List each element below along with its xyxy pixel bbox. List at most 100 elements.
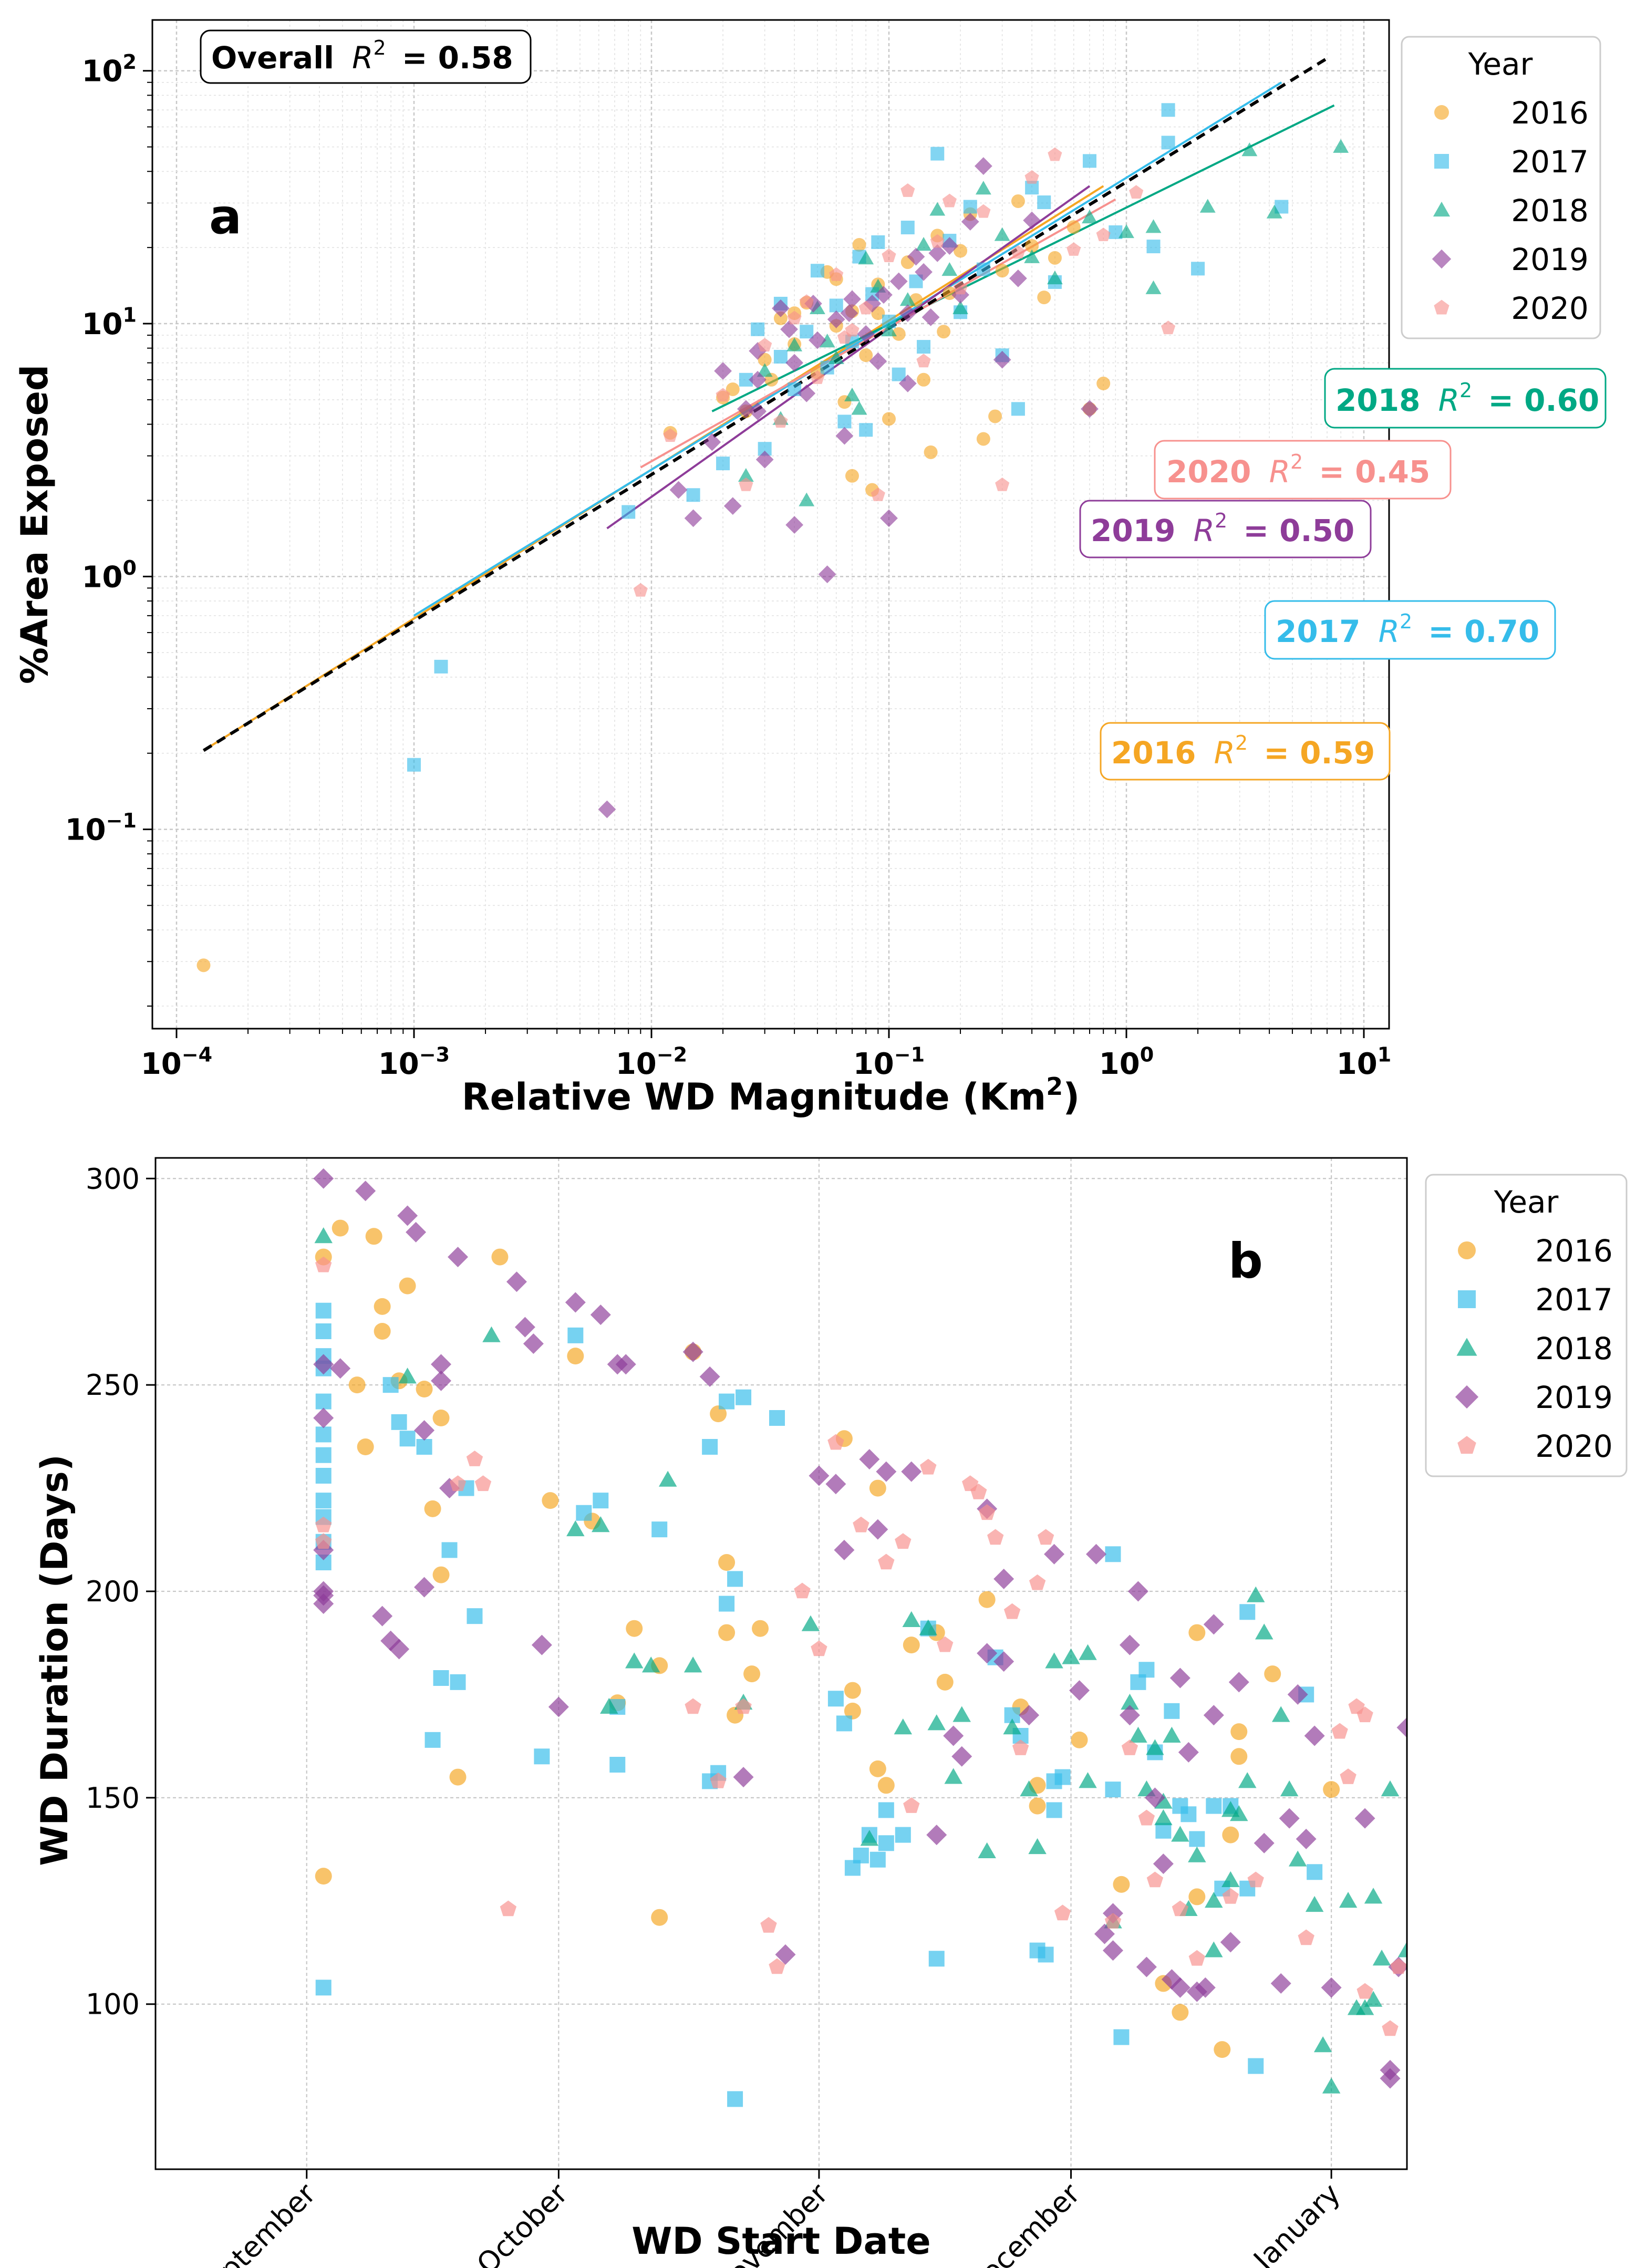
point-2018 xyxy=(860,1830,879,1846)
point-2020 xyxy=(853,1516,869,1532)
point-2017 xyxy=(382,1377,399,1393)
point-2016 xyxy=(1029,1797,1046,1815)
point-2019 xyxy=(1220,1932,1241,1953)
point-2017 xyxy=(450,1674,466,1690)
point-2020 xyxy=(794,1582,811,1599)
point-2016 xyxy=(1483,1905,1499,1922)
point-2016 xyxy=(1214,2041,1231,2058)
point-2018 xyxy=(1255,1623,1273,1640)
point-2020 xyxy=(930,234,945,248)
point-2019 xyxy=(940,237,959,255)
point-2020 xyxy=(1415,1723,1432,1739)
point-2016 xyxy=(196,958,211,972)
point-2016 xyxy=(542,1492,559,1509)
point-2017 xyxy=(651,1521,668,1538)
point-2020 xyxy=(970,1483,987,1499)
point-2018 xyxy=(994,227,1010,241)
chart-b: September October November December January1… xyxy=(33,1157,1628,2268)
point-2018 xyxy=(952,300,969,315)
chart-b-x-tick-label: December xyxy=(959,2177,1086,2268)
chart-a-x-tick-label: 10−1 xyxy=(853,1043,925,1081)
point-2019 xyxy=(372,1606,393,1627)
point-2017 xyxy=(769,1410,785,1426)
point-2019 xyxy=(669,481,688,499)
point-2017 xyxy=(576,1505,592,1521)
svg-text:2018 R2 = 0.60: 2018 R2 = 0.60 xyxy=(1335,369,1599,418)
point-2020 xyxy=(710,1772,727,1788)
point-2018 xyxy=(1119,224,1134,239)
point-2018 xyxy=(799,492,815,506)
point-2018 xyxy=(1305,1896,1324,1912)
point-2018 xyxy=(1322,2077,1341,2094)
point-2018 xyxy=(566,1520,585,1537)
point-2019 xyxy=(915,263,933,281)
point-2018 xyxy=(944,1768,962,1784)
point-2016 xyxy=(1474,2008,1491,2025)
point-2016 xyxy=(988,409,1002,423)
point-2017 xyxy=(1189,1831,1205,1847)
point-2019 xyxy=(898,304,917,323)
point-2020 xyxy=(773,414,788,428)
point-2019 xyxy=(431,1354,452,1375)
point-2017 xyxy=(1248,2058,1264,2074)
point-2018 xyxy=(684,1656,702,1673)
point-2019 xyxy=(928,244,947,262)
point-2019 xyxy=(875,286,893,304)
chart-a-x-tick-label: 100 xyxy=(1099,1043,1154,1081)
legend-a-marker-2019 xyxy=(1432,249,1452,269)
point-2017 xyxy=(1037,195,1051,210)
chart-a: 10−4 10−3 10−2 10−1 100 101 10−1 100 101 102 a Ov… xyxy=(13,19,1607,1119)
point-2017 xyxy=(315,1980,332,1996)
point-2018 xyxy=(899,292,916,306)
point-2017 xyxy=(930,147,945,161)
point-2019 xyxy=(723,497,742,515)
point-2016 xyxy=(758,353,772,367)
point-2018 xyxy=(1045,1652,1063,1669)
point-2016 xyxy=(357,1438,374,1455)
chart-a-y-tick-label: 100 xyxy=(82,556,137,595)
point-2019 xyxy=(1044,1544,1065,1565)
point-2019 xyxy=(772,299,790,317)
r2-label-2017: 2017 xyxy=(1276,614,1360,649)
r2-value-2016: = 0.59 xyxy=(1264,735,1375,771)
point-2018 xyxy=(1474,1995,1492,2011)
point-2017 xyxy=(315,1468,332,1484)
point-2019 xyxy=(531,1634,552,1655)
point-2016 xyxy=(348,1376,366,1394)
point-2019 xyxy=(414,1420,435,1441)
point-2017 xyxy=(1155,1822,1172,1839)
point-2019 xyxy=(834,1539,855,1560)
point-2020 xyxy=(829,267,844,281)
r2-label-2019: 2019 xyxy=(1091,513,1175,548)
legend-b-label-2016: 2016 xyxy=(1535,1233,1613,1269)
svg-text:2017 R2 = 0.70: 2017 R2 = 0.70 xyxy=(1276,600,1539,649)
point-2018 xyxy=(1364,1991,1383,2007)
point-2017 xyxy=(963,200,977,214)
point-2017 xyxy=(407,758,421,772)
chart-a-ylabel: %Area Exposed xyxy=(13,365,56,684)
legend-a-marker-2016 xyxy=(1434,105,1449,120)
point-2018 xyxy=(1028,1838,1047,1855)
point-2020 xyxy=(1382,2020,1399,2036)
point-2018 xyxy=(1355,1999,1374,2015)
point-2017 xyxy=(859,423,873,437)
point-2016 xyxy=(882,412,896,426)
point-2017 xyxy=(622,505,636,519)
point-2017 xyxy=(837,415,852,429)
chart-a-y-tick-label: 102 xyxy=(82,50,137,89)
point-2018 xyxy=(1146,1739,1164,1755)
point-2019 xyxy=(1169,1977,1190,1998)
point-2016 xyxy=(1048,251,1062,265)
point-2017 xyxy=(1164,1703,1180,1719)
point-2019 xyxy=(1203,1614,1224,1635)
point-2019 xyxy=(699,1366,720,1387)
point-2017 xyxy=(399,1431,416,1447)
point-2016 xyxy=(903,1637,920,1654)
svg-text:2020 R2 = 0.45: 2020 R2 = 0.45 xyxy=(1166,440,1430,490)
point-2016 xyxy=(1230,1748,1248,1765)
point-2017 xyxy=(1239,1604,1256,1620)
point-2019 xyxy=(313,1407,334,1428)
point-2018 xyxy=(1246,1586,1265,1602)
point-2017 xyxy=(441,1542,458,1558)
point-2019 xyxy=(818,565,836,584)
